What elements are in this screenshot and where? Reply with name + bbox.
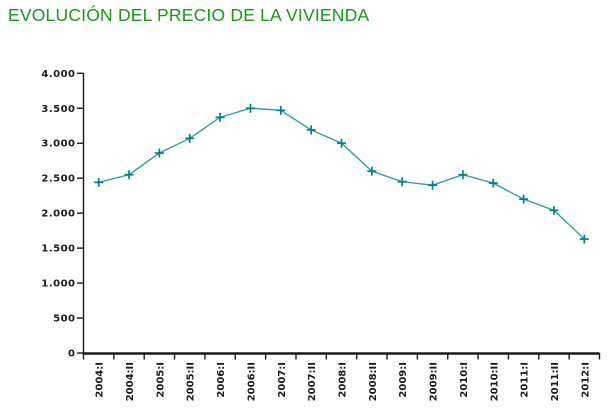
x-tick-label: 2006:II xyxy=(246,362,257,401)
price-series-line xyxy=(98,107,585,240)
y-tick-label: 3.500 xyxy=(41,104,75,115)
y-tick-label: 2.500 xyxy=(41,174,75,185)
x-tick-label: 2011:I xyxy=(520,362,531,398)
y-tick-label: 3.000 xyxy=(41,139,75,150)
chart-title: EVOLUCIÓN DEL PRECIO DE LA VIVIENDA xyxy=(8,5,370,25)
x-tick-label: 2006:I xyxy=(216,362,227,398)
x-tick-label: 2007:II xyxy=(307,362,318,401)
x-tick-label: 2004:II xyxy=(125,362,136,401)
x-tick-label: 2005:I xyxy=(155,362,166,398)
x-tick-label: 2012:I xyxy=(580,362,591,398)
x-tick-label: 2010:II xyxy=(489,362,500,401)
x-tick-label: 2004:I xyxy=(95,362,106,398)
x-tick-label: 2009:II xyxy=(429,362,440,401)
x-tick-label: 2007:I xyxy=(277,362,288,398)
y-tick-label: 2.000 xyxy=(41,209,75,220)
y-tick-label: 0 xyxy=(68,349,75,360)
x-tick-label: 2011:II xyxy=(550,362,561,401)
y-tick-label: 4.000 xyxy=(41,69,75,80)
y-tick-label: 1.500 xyxy=(41,244,75,255)
x-tick-label: 2008:II xyxy=(368,362,379,401)
y-tick-label: 500 xyxy=(53,314,75,325)
x-tick-label: 2005:II xyxy=(186,362,197,401)
x-tick-label: 2009:I xyxy=(398,362,409,398)
y-tick-label: 1.000 xyxy=(41,279,75,290)
x-tick-label: 2010:I xyxy=(459,362,470,398)
x-tick-label: 2008:I xyxy=(338,362,349,398)
